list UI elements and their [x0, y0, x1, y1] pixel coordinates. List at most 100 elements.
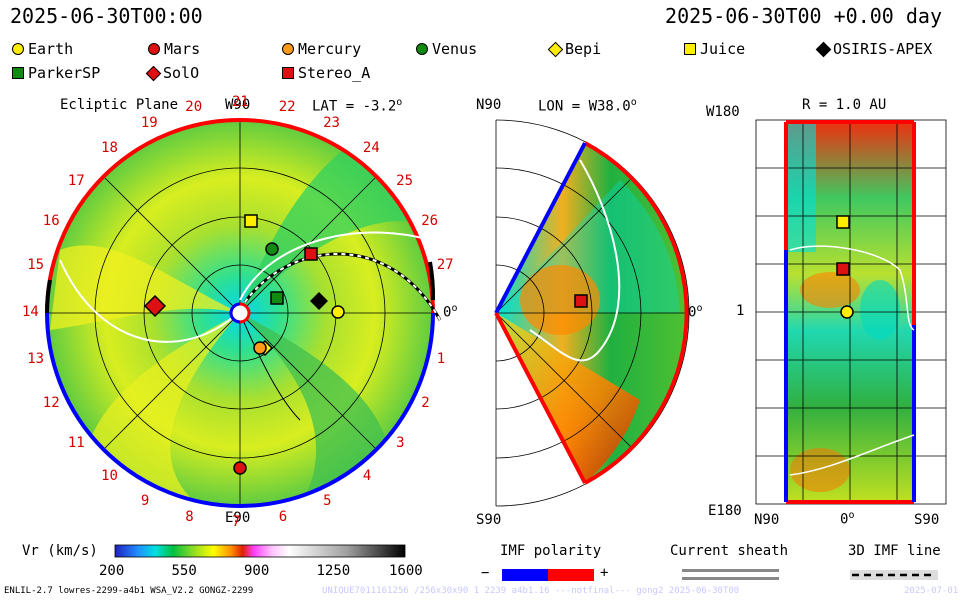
- carrington-tick: 26: [421, 212, 439, 229]
- marker-venus: [265, 242, 279, 256]
- header-right-time: 2025-06-30T00 +0.00 day: [665, 4, 942, 28]
- ecliptic-right-label: 0o: [443, 303, 458, 321]
- legend-marker: [282, 43, 294, 55]
- carrington-tick: 10: [101, 468, 118, 485]
- legend-label: Mars: [164, 40, 201, 58]
- footer-model: ENLIL-2.7 lowres-2299-a4b1 WSA_V2.2 GONG…: [4, 586, 254, 596]
- carrington-tick: 1: [436, 350, 446, 367]
- ecliptic-top-label: W90: [225, 97, 251, 113]
- colorbar-tick: 200: [99, 563, 125, 579]
- marker-mars: [233, 461, 247, 475]
- legend-item-earth: Earth: [12, 40, 73, 58]
- marker-parker: [270, 291, 284, 305]
- meridional-panel: [494, 119, 690, 507]
- legend-label: Earth: [28, 40, 74, 58]
- carrington-tick: 12: [42, 395, 60, 412]
- legend-item-parkersp: ParkerSP: [12, 64, 100, 82]
- polarity-plus: +: [600, 565, 609, 581]
- legend-item-juice: Juice: [684, 40, 745, 58]
- marker-earth: [331, 305, 345, 319]
- strip-x-left: N90: [754, 512, 780, 528]
- carrington-tick: 27: [436, 257, 454, 274]
- carrington-tick: 14: [22, 304, 39, 320]
- legend-marker: [148, 43, 160, 55]
- strip-marker-stereo-a: [836, 262, 850, 276]
- strip-x-mid: 0o: [840, 510, 855, 528]
- carrington-tick: 3: [396, 434, 405, 451]
- ecliptic-lat-label: LAT = -3.2o: [312, 97, 403, 115]
- legend-item-mars: Mars: [148, 40, 200, 58]
- polarity-minus: −: [481, 565, 490, 581]
- carrington-tick: 22: [278, 99, 296, 116]
- carrington-tick: 15: [27, 257, 45, 274]
- carrington-tick: 5: [323, 493, 332, 510]
- legend-item-stereo-a: Stereo_A: [282, 64, 370, 82]
- marker-osiris: [310, 292, 328, 310]
- carrington-tick: 21: [232, 94, 249, 110]
- legend-label: Juice: [700, 40, 746, 58]
- sheath-swatch-top: [682, 569, 779, 572]
- legend-label: SolO: [163, 64, 200, 82]
- legend-item-venus: Venus: [416, 40, 477, 58]
- carrington-tick: 4: [362, 468, 372, 485]
- carrington-tick: 18: [101, 139, 118, 156]
- carrington-tick: 25: [396, 173, 414, 190]
- colorbar-tick: 1600: [389, 563, 423, 579]
- carrington-tick: 11: [67, 434, 85, 451]
- legend-label: Bepi: [565, 40, 602, 58]
- sheath-swatch-bottom: [682, 577, 779, 580]
- legend-marker: [282, 67, 294, 79]
- strip-marker-earth: [840, 305, 854, 319]
- strip-mid-left: 1: [736, 303, 745, 319]
- strip-bottom-left: E180: [708, 503, 742, 519]
- legend-label: ParkerSP: [28, 64, 101, 82]
- carrington-tick: 24: [362, 139, 380, 156]
- polarity-negative-swatch: [502, 569, 548, 581]
- strip-top-left: W180: [706, 104, 740, 120]
- lonlat-panel: [755, 119, 947, 505]
- legend-label: OSIRIS-APEX: [833, 40, 933, 58]
- legend-item-mercury: Mercury: [282, 40, 361, 58]
- legend-label: Mercury: [298, 40, 362, 58]
- imf-line-title: 3D IMF line: [848, 543, 941, 559]
- colorbar-tick: 900: [244, 563, 270, 579]
- meridional-marker-stereo-a: [574, 294, 588, 308]
- meridional-right-label: 0o: [688, 303, 703, 321]
- footer-run: UNIQUE7011161256 /256x30x90 1 2239 a4b1.…: [322, 586, 740, 596]
- carrington-tick: 13: [27, 350, 45, 367]
- carrington-tick: 16: [42, 212, 60, 229]
- carrington-tick: 6: [278, 508, 288, 525]
- meridional-top-label: N90: [476, 97, 502, 113]
- colorbar-title: Vr (km/s): [22, 543, 98, 559]
- carrington-tick: 20: [185, 99, 203, 116]
- legend-label: Stereo_A: [298, 64, 371, 82]
- carrington-tick: 7: [232, 514, 241, 530]
- carrington-tick: 17: [67, 173, 85, 190]
- carrington-tick: 9: [140, 493, 150, 510]
- carrington-tick: 23: [323, 114, 340, 131]
- colorbar-tick: 550: [171, 563, 197, 579]
- ecliptic-panel: [45, 118, 442, 508]
- legend-label: Venus: [432, 40, 478, 58]
- vr-colorbar: [114, 544, 406, 558]
- sheath-title: Current sheath: [670, 543, 789, 559]
- legend-marker: [12, 43, 24, 55]
- ecliptic-bottom-label: E90: [225, 510, 251, 526]
- header-left-time: 2025-06-30T00:00: [10, 4, 203, 28]
- meridional-bottom-label: S90: [476, 512, 502, 528]
- footer-date: 2025-07-01: [904, 586, 959, 596]
- marker-juice: [244, 214, 258, 228]
- legend-marker: [684, 43, 696, 55]
- meridional-lon-label: LON = W38.0o: [538, 97, 637, 115]
- marker-stereo-a: [304, 247, 318, 261]
- strip-x-right: S90: [914, 512, 940, 528]
- legend-item-solo: SolO: [145, 64, 200, 82]
- marker-solo: [143, 294, 167, 318]
- polarity-positive-swatch: [548, 569, 594, 581]
- legend-marker: [12, 67, 24, 79]
- legend-item-osiris-apex: OSIRIS-APEX: [815, 40, 933, 58]
- polarity-title: IMF polarity: [500, 543, 602, 559]
- marker-mercury: [253, 341, 267, 355]
- carrington-tick: 19: [140, 114, 158, 131]
